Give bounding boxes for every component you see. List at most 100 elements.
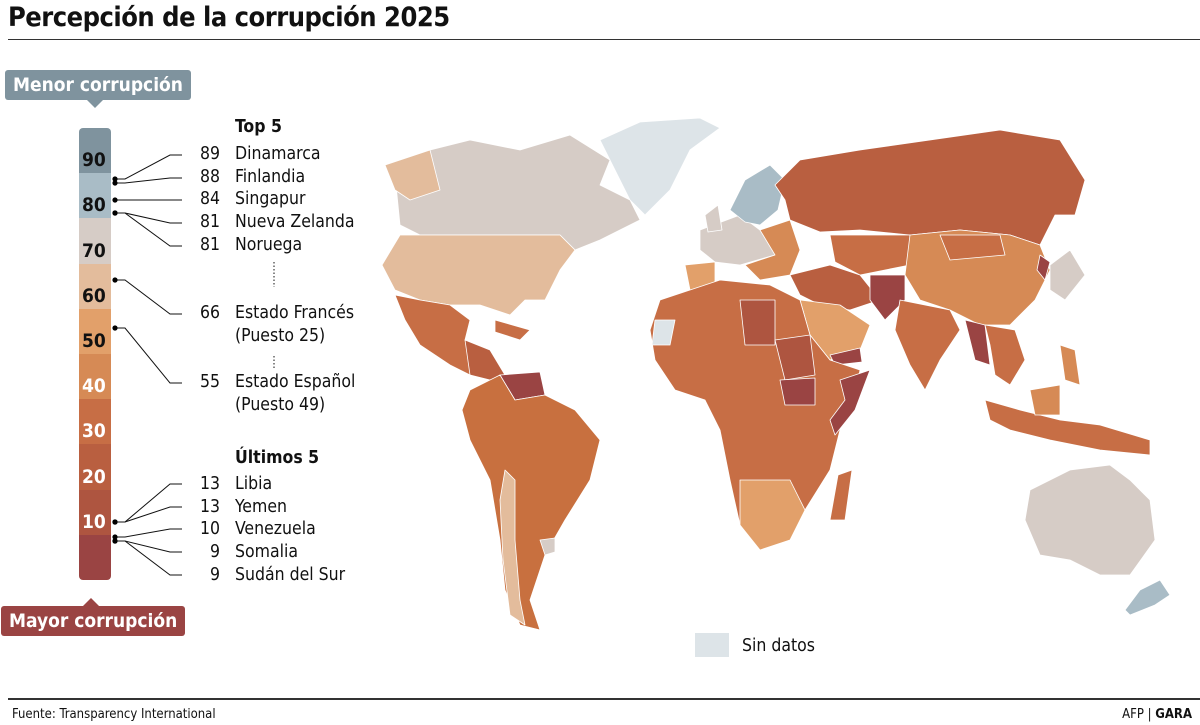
leader-line [115, 177, 182, 184]
highlight-country: Estado Francés [235, 303, 355, 323]
leader-dot [112, 180, 118, 186]
scale-tick: 10 [82, 510, 106, 533]
bottom5-item-country: Venezuela [235, 519, 316, 540]
scale-band [79, 128, 111, 175]
bottom5-item-score: 9 [209, 542, 220, 563]
scale-tick: 90 [82, 149, 106, 172]
north-korea [1036, 254, 1051, 281]
highlight-rank: (Puesto 49) [235, 395, 326, 415]
scale-band [79, 489, 111, 536]
credit-separator: | [1147, 707, 1152, 722]
leader-line [115, 327, 182, 384]
bottom5-item-country: Sudán del Sur [235, 564, 346, 585]
scale-tick: 40 [82, 375, 106, 398]
western-sahara [651, 319, 676, 346]
borneo [1029, 384, 1061, 416]
page-title: Percepción de la corrupción 2025 [8, 2, 450, 33]
top5-item-country: Finlandia [235, 166, 306, 187]
southeast-asia [984, 324, 1026, 386]
scale-tick: 20 [82, 465, 106, 488]
scale-band [79, 173, 111, 220]
leader-dot [112, 534, 118, 540]
mexico [394, 294, 481, 376]
highlight-score: 55 [199, 372, 220, 392]
top5-item-score: 89 [199, 144, 220, 164]
leader-dot [112, 325, 118, 331]
leader-line [115, 154, 182, 180]
usa [381, 234, 576, 316]
bottom5-item-score: 13 [199, 474, 220, 494]
scale-tick: 30 [82, 420, 106, 443]
leader-dot [112, 176, 118, 182]
new-zealand [1124, 579, 1171, 616]
leader-line [115, 540, 182, 576]
scale-tick: 80 [82, 194, 106, 217]
afghanistan-pakistan [869, 274, 906, 321]
leader-line [115, 528, 182, 538]
title-divider [8, 39, 1200, 40]
central-america [464, 339, 506, 381]
highlight-score: 66 [199, 303, 220, 323]
top5-item-score: 88 [199, 166, 220, 187]
no-data-swatch [695, 633, 729, 657]
greenland [599, 117, 721, 216]
bottom5-item-score: 13 [199, 496, 220, 517]
scale-band [79, 534, 111, 580]
source-text: Fuente: Transparency International [12, 707, 216, 722]
australia [1024, 464, 1156, 576]
madagascar [829, 469, 853, 521]
credit-paper: GARA [1155, 707, 1192, 722]
bottom5-item-score: 9 [209, 564, 220, 585]
top5-item-score: 84 [199, 189, 220, 210]
top5-item-country: Dinamarca [235, 144, 321, 164]
leader-lines [112, 154, 275, 576]
top5-item-score: 81 [199, 212, 220, 233]
bottom5-item-score: 10 [199, 519, 220, 540]
indonesia [984, 399, 1151, 456]
eastern-europe [744, 219, 801, 281]
uk [704, 204, 723, 233]
south-sudan [779, 377, 816, 406]
sudan [774, 334, 816, 381]
top5-heading: Top 5 [235, 117, 282, 137]
leader-dot [112, 210, 118, 216]
scale-band [79, 218, 111, 265]
leader-line [115, 212, 182, 247]
more-corruption-label: Mayor corrupción [1, 598, 186, 636]
scale-tick: 70 [82, 239, 106, 262]
caribbean [494, 319, 531, 341]
scale-band [79, 354, 111, 401]
alaska [384, 149, 441, 201]
scale-band [79, 308, 111, 355]
leader-dot [112, 519, 118, 525]
footer-divider [8, 698, 1200, 700]
bottom5-item-country: Libia [235, 474, 273, 494]
top5-item-country: Noruega [235, 234, 303, 255]
leader-dot [112, 538, 118, 544]
russia [774, 129, 1086, 246]
india [894, 299, 961, 391]
scale-tick: 50 [82, 330, 106, 352]
uruguay [539, 537, 556, 556]
no-data-label: Sin datos [742, 636, 815, 656]
leader-line [115, 279, 182, 315]
top5-item-country: Singapur [235, 189, 306, 210]
leader-line [115, 506, 182, 523]
scale-band [79, 399, 111, 446]
credit-agency: AFP [1122, 707, 1144, 722]
japan-korea [1049, 249, 1086, 301]
top5-item-score: 81 [199, 234, 220, 255]
scandinavia [729, 164, 786, 226]
scale-band [79, 444, 111, 491]
philippines [1059, 344, 1081, 386]
leader-dot [112, 277, 118, 283]
middle-east [789, 264, 881, 311]
scale-tick: 60 [82, 284, 106, 307]
bottom5-heading: Últimos 5 [235, 448, 320, 468]
leader-dot [112, 197, 118, 203]
scale-band [79, 263, 111, 310]
bottom5-item-country: Somalia [235, 542, 299, 563]
southern-africa [739, 479, 806, 551]
